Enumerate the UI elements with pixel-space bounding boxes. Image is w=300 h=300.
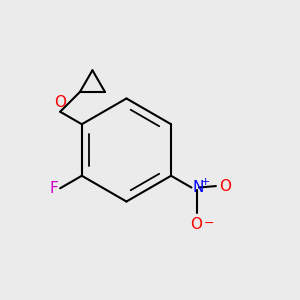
Text: O: O: [54, 95, 66, 110]
Text: +: +: [201, 177, 210, 187]
Text: N: N: [192, 180, 204, 195]
Text: F: F: [49, 181, 58, 196]
Text: −: −: [204, 217, 214, 230]
Text: O: O: [219, 178, 231, 194]
Text: O: O: [190, 217, 202, 232]
